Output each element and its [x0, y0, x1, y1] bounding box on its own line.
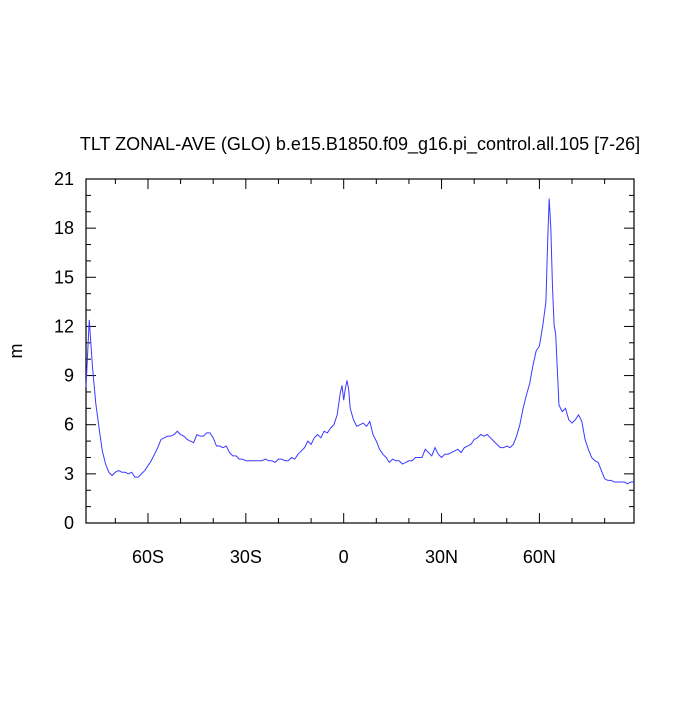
y-axis-label: m: [6, 344, 26, 359]
data-line: [85, 198, 634, 485]
x-tick-label: 60S: [132, 547, 164, 567]
y-tick-label: 21: [54, 169, 74, 189]
y-tick-label: 6: [64, 415, 74, 435]
x-tick-label: 0: [339, 547, 349, 567]
x-tick-label: 60N: [523, 547, 556, 567]
y-tick-label: 15: [54, 267, 74, 287]
y-tick-label: 0: [64, 513, 74, 533]
y-tick-label: 18: [54, 218, 74, 238]
chart-title: TLT ZONAL-AVE (GLO) b.e15.B1850.f09_g16.…: [80, 134, 640, 155]
y-tick-label: 3: [64, 464, 74, 484]
y-tick-label: 9: [64, 366, 74, 386]
x-tick-label: 30S: [230, 547, 262, 567]
plot-frame: [85, 178, 635, 524]
y-tick-label: 12: [54, 316, 74, 336]
x-tick-label: 30N: [425, 547, 458, 567]
